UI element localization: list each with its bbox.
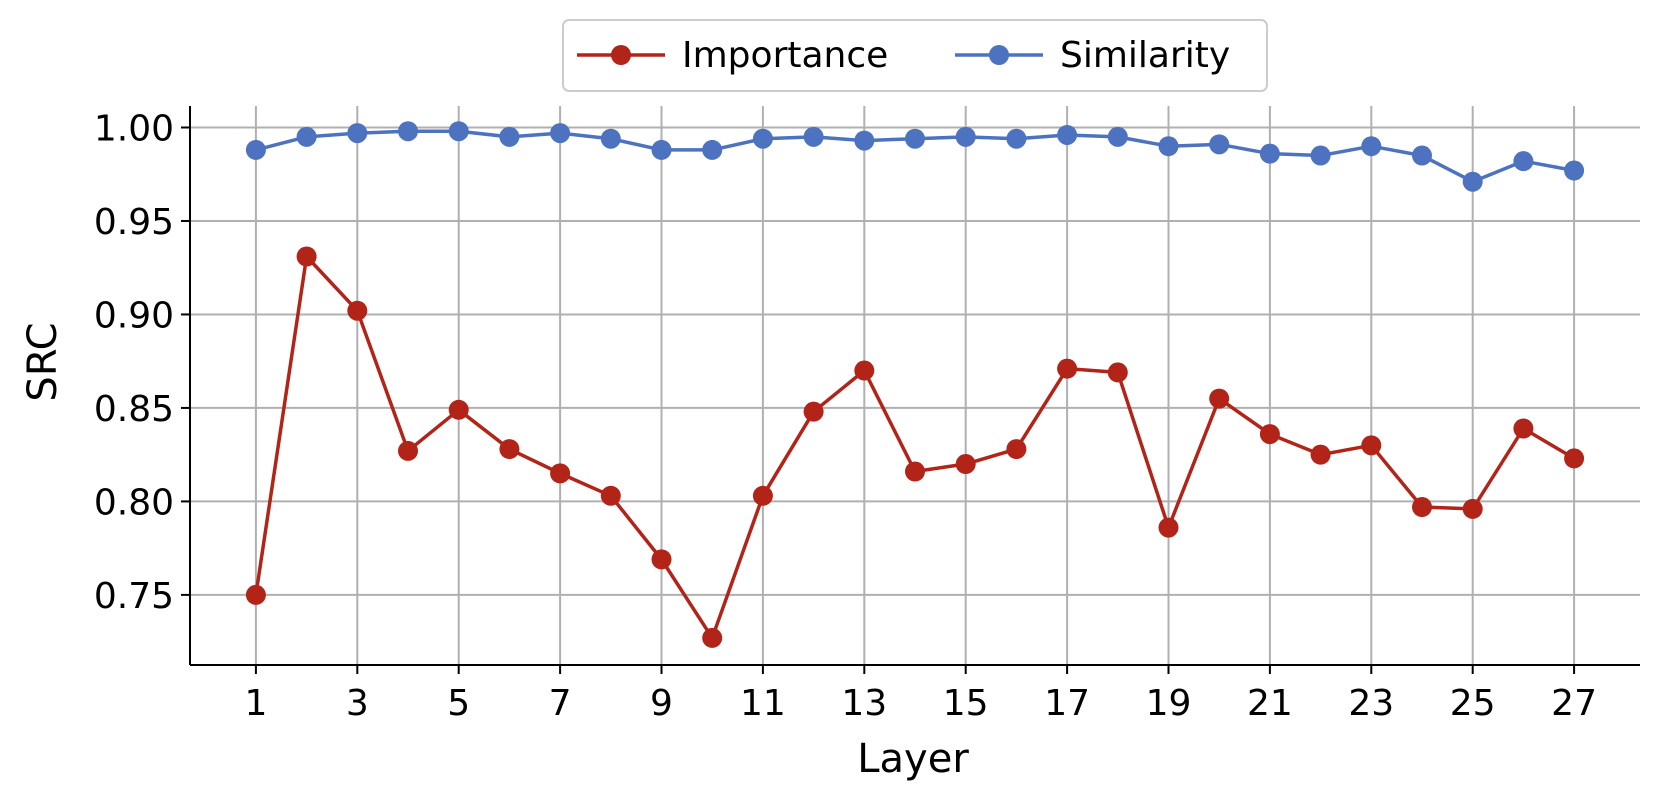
data-point-importance bbox=[600, 485, 621, 506]
data-point-similarity bbox=[651, 139, 672, 160]
data-point-similarity bbox=[1513, 151, 1534, 172]
legend-label-importance: Importance bbox=[682, 35, 888, 76]
y-ticks: 0.75 0.80 0.85 0.90 0.95 1.00 bbox=[94, 109, 190, 617]
grid-lines bbox=[190, 106, 1640, 665]
series-similarity bbox=[245, 121, 1585, 192]
x-tick-label: 17 bbox=[1044, 683, 1090, 724]
y-tick-label: 0.95 bbox=[94, 202, 174, 243]
data-point-importance bbox=[1006, 439, 1027, 460]
x-tick-label: 23 bbox=[1348, 683, 1394, 724]
y-tick-label: 0.80 bbox=[94, 482, 174, 523]
x-tick-label: 7 bbox=[549, 683, 572, 724]
data-point-importance bbox=[1411, 497, 1432, 518]
data-point-importance bbox=[1209, 388, 1230, 409]
x-tick-label: 3 bbox=[346, 683, 369, 724]
data-point-similarity bbox=[905, 128, 925, 149]
x-tick-label: 27 bbox=[1551, 683, 1597, 724]
legend-entry-similarity: Similarity bbox=[955, 35, 1230, 76]
data-point-similarity bbox=[1310, 145, 1331, 166]
data-point-importance bbox=[752, 485, 773, 506]
data-point-similarity bbox=[803, 126, 824, 147]
data-point-similarity bbox=[1411, 145, 1432, 166]
legend-marker-similarity bbox=[989, 45, 1009, 65]
x-tick-label: 1 bbox=[244, 683, 267, 724]
data-point-importance bbox=[1513, 418, 1534, 439]
series-importance bbox=[245, 246, 1585, 648]
data-point-similarity bbox=[1564, 160, 1585, 181]
data-point-importance bbox=[905, 461, 925, 482]
data-point-importance bbox=[1107, 362, 1128, 383]
axes bbox=[189, 106, 1640, 666]
data-point-similarity bbox=[702, 139, 723, 160]
data-point-importance bbox=[550, 463, 571, 484]
data-point-similarity bbox=[1158, 136, 1179, 157]
data-point-importance bbox=[702, 627, 723, 648]
x-tick-label: 15 bbox=[943, 683, 989, 724]
data-point-similarity bbox=[854, 130, 875, 151]
data-point-similarity bbox=[1462, 171, 1483, 192]
data-point-importance bbox=[1057, 358, 1078, 379]
x-tick-label: 21 bbox=[1247, 683, 1293, 724]
y-tick-label: 1.00 bbox=[94, 109, 174, 150]
data-point-similarity bbox=[1057, 124, 1078, 145]
data-point-similarity bbox=[1361, 136, 1382, 157]
data-point-importance bbox=[1158, 517, 1179, 538]
data-point-importance bbox=[854, 360, 875, 381]
data-point-similarity bbox=[296, 126, 317, 147]
y-tick-label: 0.90 bbox=[94, 295, 174, 336]
legend-box bbox=[562, 19, 1268, 92]
data-point-similarity bbox=[347, 123, 368, 144]
data-point-similarity bbox=[1006, 128, 1027, 149]
data-point-similarity bbox=[550, 123, 571, 144]
data-point-importance bbox=[398, 440, 419, 461]
x-tick-label: 19 bbox=[1146, 683, 1192, 724]
legend-entry-importance: Importance bbox=[577, 35, 888, 76]
data-point-importance bbox=[1310, 444, 1331, 465]
data-point-importance bbox=[499, 439, 520, 460]
data-point-importance bbox=[1564, 448, 1585, 469]
x-tick-label: 9 bbox=[650, 683, 673, 724]
data-point-importance bbox=[245, 584, 266, 605]
data-point-similarity bbox=[448, 121, 469, 142]
data-point-similarity bbox=[499, 126, 520, 147]
data-point-similarity bbox=[245, 139, 266, 160]
data-point-importance bbox=[651, 549, 672, 570]
data-point-similarity bbox=[398, 121, 419, 142]
data-point-importance bbox=[448, 399, 469, 420]
data-point-importance bbox=[1361, 435, 1382, 456]
data-point-similarity bbox=[1259, 143, 1280, 164]
data-point-similarity bbox=[600, 128, 621, 149]
x-tick-label: 13 bbox=[841, 683, 887, 724]
data-point-importance bbox=[955, 454, 976, 475]
data-point-importance bbox=[347, 300, 368, 321]
data-point-importance bbox=[296, 246, 317, 267]
series-layer bbox=[245, 121, 1585, 648]
y-axis-label: SRC bbox=[20, 322, 66, 401]
y-tick-label: 0.75 bbox=[94, 576, 174, 617]
x-tick-label: 25 bbox=[1450, 683, 1496, 724]
legend-label-similarity: Similarity bbox=[1060, 35, 1230, 76]
data-point-similarity bbox=[752, 128, 773, 149]
data-point-importance bbox=[1259, 424, 1280, 445]
x-tick-label: 5 bbox=[447, 683, 470, 724]
y-tick-label: 0.85 bbox=[94, 389, 174, 430]
data-point-importance bbox=[803, 401, 824, 422]
x-ticks: 1 3 5 7 9 11 13 15 17 19 21 23 25 27 bbox=[244, 665, 1597, 724]
data-point-importance bbox=[1462, 498, 1483, 519]
x-axis-label: Layer bbox=[857, 736, 969, 782]
data-point-similarity bbox=[955, 126, 976, 147]
data-point-similarity bbox=[1107, 126, 1128, 147]
legend-marker-importance bbox=[611, 45, 631, 65]
legend: Importance Similarity bbox=[562, 19, 1268, 92]
data-point-similarity bbox=[1209, 134, 1230, 155]
x-tick-label: 11 bbox=[740, 683, 786, 724]
